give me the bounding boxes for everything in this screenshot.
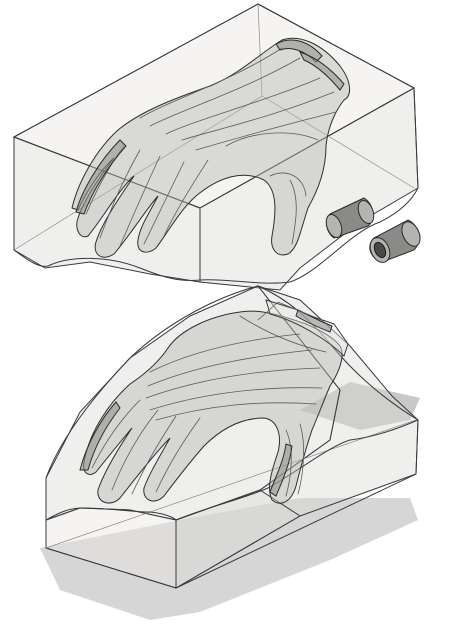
alignment-pin-2[interactable] xyxy=(366,219,423,266)
bottom-hand-cavity xyxy=(83,310,343,504)
top-mold-half[interactable] xyxy=(12,3,419,291)
alignment-pin-1[interactable] xyxy=(323,197,376,240)
bottom-mold-half[interactable] xyxy=(45,284,419,589)
